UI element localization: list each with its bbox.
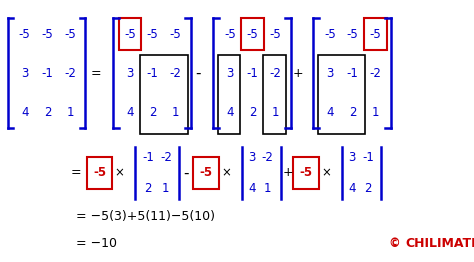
Bar <box>241 18 264 50</box>
Text: -5: -5 <box>93 166 106 179</box>
Text: 2: 2 <box>349 106 356 119</box>
Bar <box>140 55 188 134</box>
Text: +: + <box>293 67 303 80</box>
Bar <box>293 157 319 189</box>
Text: 1: 1 <box>172 106 179 119</box>
Text: 4: 4 <box>126 106 134 119</box>
Text: 1: 1 <box>264 182 272 195</box>
Text: -2: -2 <box>269 67 282 80</box>
Text: -5: -5 <box>370 28 381 41</box>
Text: 1: 1 <box>162 182 170 195</box>
Text: -1: -1 <box>146 67 159 80</box>
Text: -1: -1 <box>362 151 374 164</box>
Text: -5: -5 <box>42 28 53 41</box>
Text: -5: -5 <box>170 28 181 41</box>
Text: 4: 4 <box>326 106 334 119</box>
Text: = −5(3)+5(11)−5(10): = −5(3)+5(11)−5(10) <box>76 210 215 223</box>
Text: ©: © <box>389 237 401 250</box>
Bar <box>193 157 219 189</box>
Text: -2: -2 <box>160 151 172 164</box>
Text: 4: 4 <box>248 182 256 195</box>
Text: 3: 3 <box>326 67 334 80</box>
Text: 4: 4 <box>21 106 28 119</box>
Bar <box>218 55 240 134</box>
Text: 2: 2 <box>364 182 372 195</box>
Text: +: + <box>283 166 293 179</box>
Text: -2: -2 <box>262 151 274 164</box>
Text: -5: -5 <box>19 28 30 41</box>
Text: -5: -5 <box>147 28 158 41</box>
Text: = −10: = −10 <box>76 237 117 250</box>
Text: ×: × <box>321 166 331 179</box>
Text: -1: -1 <box>246 67 259 80</box>
Text: 1: 1 <box>272 106 279 119</box>
Text: ×: × <box>115 166 124 179</box>
Text: -5: -5 <box>270 28 281 41</box>
Text: 2: 2 <box>249 106 256 119</box>
Text: -: - <box>195 66 201 81</box>
Text: -5: -5 <box>300 166 313 179</box>
Bar <box>318 55 365 134</box>
Text: -5: -5 <box>224 28 236 41</box>
Text: -1: -1 <box>346 67 359 80</box>
Text: 1: 1 <box>372 106 379 119</box>
Text: -2: -2 <box>169 67 182 80</box>
Text: 3: 3 <box>348 151 356 164</box>
Text: =: = <box>71 166 81 179</box>
Text: CHILIMATH: CHILIMATH <box>405 237 474 250</box>
Bar <box>118 18 141 50</box>
Text: 3: 3 <box>248 151 256 164</box>
Text: 4: 4 <box>348 182 356 195</box>
Text: 2: 2 <box>145 182 152 195</box>
Text: -5: -5 <box>347 28 358 41</box>
Text: -1: -1 <box>142 151 155 164</box>
Text: 3: 3 <box>126 67 134 80</box>
Text: -5: -5 <box>200 166 213 179</box>
Text: -2: -2 <box>369 67 382 80</box>
Text: -1: -1 <box>41 67 54 80</box>
Bar <box>364 18 387 50</box>
Text: 3: 3 <box>21 67 28 80</box>
Text: -5: -5 <box>64 28 76 41</box>
Text: ×: × <box>221 166 231 179</box>
Text: 3: 3 <box>226 67 234 80</box>
Text: 2: 2 <box>44 106 51 119</box>
Text: 2: 2 <box>149 106 156 119</box>
Bar <box>87 157 112 189</box>
Text: -5: -5 <box>124 28 136 41</box>
Text: -5: -5 <box>247 28 258 41</box>
Bar <box>263 55 286 134</box>
Text: -2: -2 <box>64 67 76 80</box>
Text: -5: -5 <box>324 28 336 41</box>
Text: -: - <box>183 165 189 181</box>
Text: 4: 4 <box>226 106 234 119</box>
Text: =: = <box>91 67 101 80</box>
Text: 1: 1 <box>66 106 74 119</box>
